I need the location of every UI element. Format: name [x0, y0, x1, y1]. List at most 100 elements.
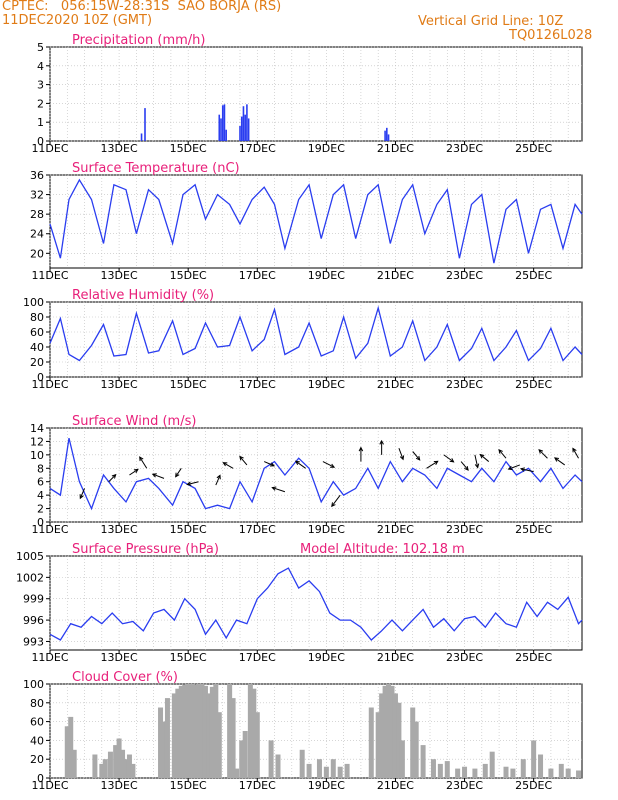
cloud-bar	[209, 686, 215, 778]
x-tick-label: 11DEC	[31, 269, 68, 282]
cloud-bar	[92, 754, 98, 778]
y-tick-label: 36	[30, 169, 44, 182]
x-tick-label: 11DEC	[31, 779, 68, 792]
y-tick-label: 20	[30, 753, 44, 766]
cloud-bar	[130, 763, 136, 778]
cloud-bar	[299, 749, 305, 778]
wind-vector-head	[186, 481, 192, 486]
cloud-bar	[64, 726, 70, 778]
y-tick-label: 8	[37, 462, 44, 475]
cloud-bar	[216, 712, 222, 778]
y-tick-label: 2	[37, 503, 44, 516]
wind-series-line	[49, 437, 583, 511]
wind-vector-head	[79, 494, 84, 500]
cloud-bar	[437, 763, 443, 778]
chart-title: Cloud Cover (%)	[72, 670, 178, 685]
cloud-bar	[199, 684, 205, 778]
wind-vector-head	[449, 458, 455, 463]
y-tick-label: 0	[37, 135, 44, 148]
wind-vector	[480, 454, 490, 462]
x-tick-label: 11DEC	[31, 378, 68, 391]
wind-vector-head	[133, 468, 139, 474]
wind-vector	[215, 475, 221, 486]
x-tick-label: 23DEC	[446, 779, 483, 792]
wind-vector	[508, 464, 520, 470]
cloud-bar	[68, 716, 74, 778]
cloud-bar	[396, 702, 402, 778]
wind-vector-head	[474, 463, 480, 469]
cloud-bar	[510, 768, 516, 778]
wind-vector	[498, 449, 507, 459]
wind-vector-head	[269, 462, 276, 467]
cloud-bar	[565, 768, 571, 778]
precip-bar	[144, 108, 146, 141]
x-tick-label: 21DEC	[377, 378, 414, 391]
x-tick-label: 23DEC	[446, 378, 483, 391]
x-tick-label: 19DEC	[308, 378, 345, 391]
x-tick-label: 25DEC	[515, 523, 552, 536]
wind-vector-head	[572, 447, 577, 453]
cloud-bar	[126, 754, 132, 778]
x-tick-label: 17DEC	[239, 269, 276, 282]
wind-vector	[239, 456, 248, 466]
cloud-bar	[386, 684, 392, 778]
wind-vector	[129, 468, 139, 476]
precip-bar	[218, 114, 221, 141]
chart-title: Surface Pressure (hPa)	[72, 542, 219, 557]
x-tick-label: 25DEC	[515, 779, 552, 792]
model-id-header: TQ0126L028	[509, 28, 593, 43]
x-tick-label: 21DEC	[377, 779, 414, 792]
x-tick-label: 15DEC	[170, 779, 207, 792]
y-tick-label: 32	[30, 189, 44, 202]
cloud-bar	[379, 693, 385, 778]
cloud-bar	[413, 721, 419, 778]
cloud-bar	[171, 693, 177, 778]
x-tick-label: 25DEC	[515, 378, 552, 391]
x-tick-label: 11DEC	[31, 523, 68, 536]
wind-vector	[331, 494, 341, 507]
wind-vector	[152, 473, 165, 479]
cloud-bar	[189, 684, 195, 778]
y-tick-label: 20	[30, 356, 44, 369]
y-tick-label: 0	[37, 371, 44, 384]
x-tick-label: 13DEC	[101, 651, 138, 664]
x-tick-label: 17DEC	[239, 142, 276, 155]
cloud-bar	[192, 684, 198, 778]
precip-bar	[247, 118, 250, 141]
x-tick-label: 19DEC	[308, 269, 345, 282]
wind-vector	[295, 460, 306, 469]
temp-series-line	[49, 178, 583, 264]
wind-vector-head	[175, 472, 180, 478]
cloud-bar	[489, 751, 495, 778]
precip-bar	[384, 130, 386, 141]
wind-vector	[460, 461, 469, 471]
cloud-bar	[251, 688, 257, 778]
x-tick-label: 21DEC	[377, 142, 414, 155]
cloud-bar	[548, 768, 554, 778]
cloud-bar	[213, 684, 219, 778]
wind-vector-head	[358, 446, 364, 452]
wind-vector	[79, 488, 86, 499]
chart-title: Surface Temperature (nC)	[72, 161, 240, 176]
y-tick-label: 1002	[16, 571, 44, 584]
cloud-bar	[368, 707, 374, 778]
x-tick-label: 17DEC	[239, 779, 276, 792]
cloud-bar	[520, 759, 526, 778]
cloud-bar	[239, 740, 245, 778]
cloud-bar	[392, 693, 398, 778]
cloud-bar	[206, 693, 212, 778]
y-tick-label: 100	[23, 296, 44, 309]
cloud-bar	[503, 766, 509, 778]
x-tick-label: 13DEC	[101, 142, 138, 155]
plot-frame	[49, 46, 583, 142]
cloud-bar	[444, 761, 450, 778]
x-tick-label: 17DEC	[239, 378, 276, 391]
wind-vector	[223, 462, 234, 469]
wind-vector-head	[415, 455, 421, 461]
wind-vector-head	[553, 457, 559, 462]
x-tick-label: 19DEC	[308, 142, 345, 155]
y-tick-label: 996	[23, 614, 44, 627]
y-tick-label: 28	[30, 208, 44, 221]
x-tick-label: 15DEC	[170, 523, 207, 536]
grid-line-header: Vertical Grid Line: 10Z	[418, 14, 564, 29]
